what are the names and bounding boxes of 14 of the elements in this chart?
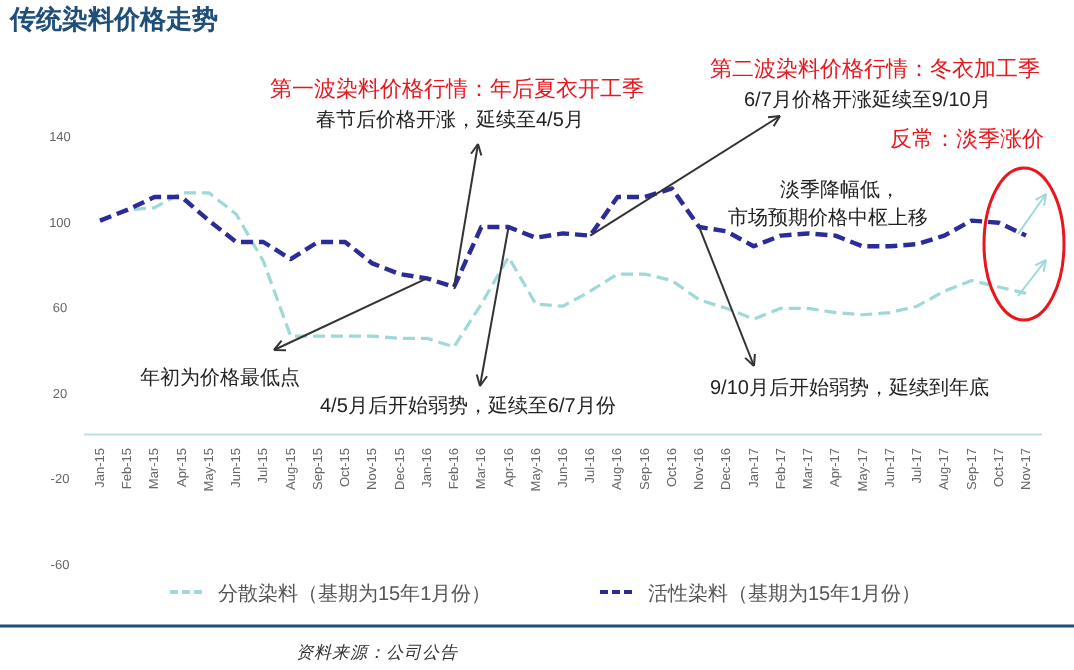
annotation: 淡季降幅低， [780, 178, 900, 202]
text: 资料来源：公司公告 [296, 642, 460, 662]
annotation: 反常：淡季涨价 [890, 126, 1044, 152]
legend-label: 分散染料（基期为15年1月份） [218, 582, 492, 606]
annotation: 年初为价格最低点 [140, 366, 300, 390]
annotation: 6/7月价格开涨延续至9/10月 [744, 88, 991, 112]
annotation: 春节后价格开涨，延续至4/5月 [316, 108, 584, 132]
text: 第一波染料价格行情：年后夏衣开工季 [270, 76, 644, 102]
text: 第二波染料价格行情：冬衣加工季 [710, 56, 1040, 82]
annotation: 4/5月后开始弱势，延续至6/7月份 [320, 394, 616, 418]
annotation: 市场预期价格中枢上移 [728, 206, 928, 230]
legend-label: 活性染料（基期为15年1月份） [648, 582, 922, 606]
annotation: 9/10月后开始弱势，延续到年底 [710, 376, 989, 400]
chart-title: 传统染料价格走势 [8, 4, 218, 34]
